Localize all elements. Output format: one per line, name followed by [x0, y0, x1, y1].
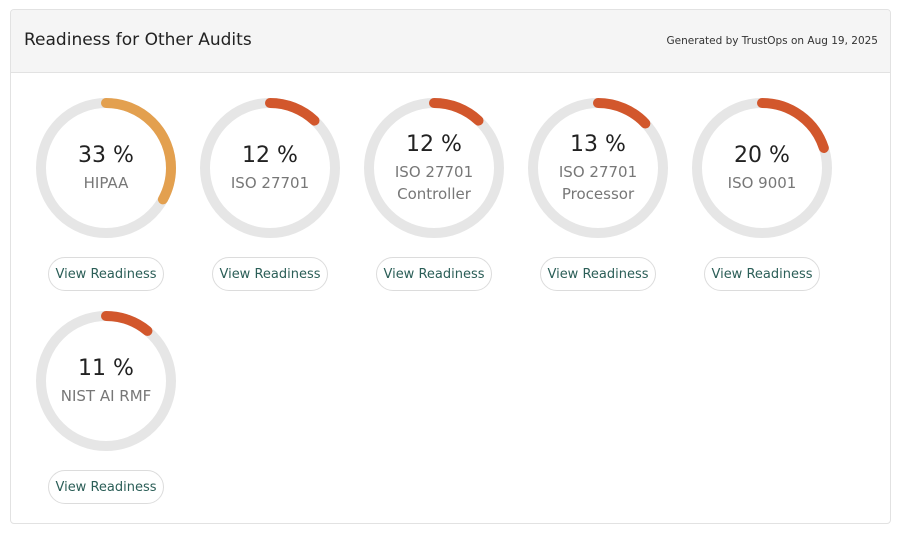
view-readiness-button[interactable]: View Readiness — [704, 257, 820, 291]
audit-name: ISO 27701 Processor — [558, 162, 638, 203]
percent-label: 12 % — [406, 131, 462, 157]
card-title: Readiness for Other Audits — [24, 30, 252, 50]
gauge-text: 11 % NIST AI RMF — [36, 311, 176, 451]
gauge — [200, 98, 340, 238]
gauge-arc — [364, 98, 504, 238]
gauge-item: 12 % ISO 27701 View Readiness — [200, 98, 340, 298]
gauge — [528, 98, 668, 238]
gauge — [36, 98, 176, 238]
audit-name: ISO 9001 — [727, 173, 797, 192]
view-readiness-button[interactable]: View Readiness — [376, 257, 492, 291]
percent-label: 20 % — [734, 142, 790, 168]
audit-card: Readiness for Other Audits Generated by … — [10, 9, 891, 524]
gauge-text: 13 % ISO 27701 Processor — [528, 98, 668, 238]
gauge-text: 12 % ISO 27701 — [200, 98, 340, 238]
gauge-arc — [692, 98, 832, 238]
audit-name: NIST AI RMF — [60, 386, 152, 405]
gauge-text: 20 % ISO 9001 — [692, 98, 832, 238]
percent-label: 13 % — [570, 131, 626, 157]
view-readiness-button[interactable]: View Readiness — [48, 257, 164, 291]
gauge-arc — [200, 98, 340, 238]
audit-name: ISO 27701 Controller — [394, 162, 474, 203]
gauge-text: 33 % HIPAA — [36, 98, 176, 238]
gauge-item: 12 % ISO 27701 Controller View Readiness — [364, 98, 504, 298]
percent-label: 11 % — [78, 355, 134, 381]
view-readiness-button[interactable]: View Readiness — [212, 257, 328, 291]
gauge — [364, 98, 504, 238]
percent-label: 12 % — [242, 142, 298, 168]
gauge-item: 33 % HIPAA View Readiness — [36, 98, 176, 298]
card-header: Readiness for Other Audits Generated by … — [11, 10, 890, 73]
view-readiness-button[interactable]: View Readiness — [48, 470, 164, 504]
audit-name: HIPAA — [83, 173, 129, 192]
gauge-text: 12 % ISO 27701 Controller — [364, 98, 504, 238]
gauge-item: 20 % ISO 9001 View Readiness — [692, 98, 832, 298]
gauge-arc — [528, 98, 668, 238]
gauge-arc — [36, 98, 176, 238]
gauge-arc — [36, 311, 176, 451]
view-readiness-button[interactable]: View Readiness — [540, 257, 656, 291]
generated-note: Generated by TrustOps on Aug 19, 2025 — [666, 35, 878, 47]
gauge — [36, 311, 176, 451]
audit-name: ISO 27701 — [230, 173, 310, 192]
gauge-item: 13 % ISO 27701 Processor View Readiness — [528, 98, 668, 298]
gauge-item: 11 % NIST AI RMF View Readiness — [36, 311, 176, 511]
percent-label: 33 % — [78, 142, 134, 168]
gauge — [692, 98, 832, 238]
